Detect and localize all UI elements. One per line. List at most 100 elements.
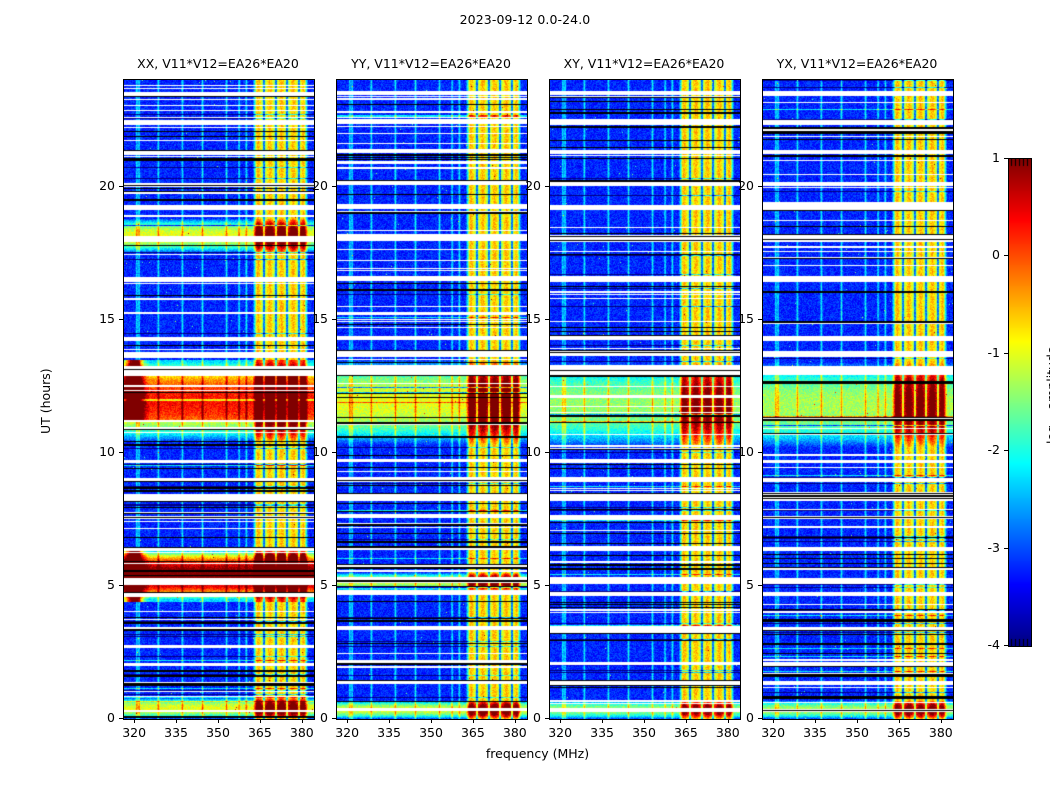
y-tick-label: 15 <box>525 310 541 326</box>
y-tick-label: 10 <box>312 443 328 459</box>
y-tick-mark <box>545 585 549 586</box>
y-tick-label: 0 <box>320 710 328 725</box>
spectrum-image-yy <box>337 80 527 719</box>
x-tick-mark <box>773 719 774 723</box>
colorbar-tick-mark <box>1004 255 1008 256</box>
y-tick-mark <box>119 452 123 453</box>
x-tick-label: 380 <box>928 725 953 740</box>
y-tick-label: 15 <box>738 310 754 326</box>
y-tick-mark <box>119 585 123 586</box>
y-tick-label: 20 <box>312 177 328 193</box>
figure-suptitle: 2023-09-12 0.0-24.0 <box>459 12 591 27</box>
x-tick-mark <box>260 719 261 723</box>
colorbar-tick-label: -3 <box>987 539 1000 555</box>
x-tick-mark <box>728 719 729 723</box>
panel-title-yy: YY, V11*V12=EA26*EA20 <box>351 56 511 71</box>
x-tick-mark <box>602 719 603 723</box>
colorbar-tick-mark <box>1004 450 1008 451</box>
y-tick-mark <box>119 718 123 719</box>
y-tick-label: 15 <box>99 310 115 326</box>
colorbar-axis-label: log10 amplitude <box>1044 346 1050 444</box>
y-tick-mark <box>545 452 549 453</box>
colorbar-tick-label: -4 <box>987 637 1000 652</box>
y-tick-label: 15 <box>312 310 328 326</box>
x-tick-mark <box>515 719 516 723</box>
colorbar-tick-mark <box>1004 548 1008 549</box>
y-tick-label: 0 <box>746 710 754 725</box>
x-tick-mark <box>302 719 303 723</box>
spectrum-image-xy <box>550 80 740 719</box>
y-tick-label: 5 <box>107 576 115 592</box>
y-tick-label: 0 <box>107 710 115 725</box>
y-tick-mark <box>758 186 762 187</box>
x-tick-label: 380 <box>289 725 314 740</box>
x-tick-mark <box>644 719 645 723</box>
x-tick-label: 320 <box>761 725 786 740</box>
y-tick-mark <box>545 718 549 719</box>
y-axis-label: UT (hours) <box>38 367 53 434</box>
y-tick-mark <box>332 585 336 586</box>
y-tick-label: 20 <box>525 177 541 193</box>
x-tick-label: 380 <box>502 725 527 740</box>
y-tick-label: 20 <box>738 177 754 193</box>
x-tick-mark <box>560 719 561 723</box>
x-tick-label: 320 <box>548 725 573 740</box>
y-tick-mark <box>758 452 762 453</box>
x-tick-mark <box>389 719 390 723</box>
x-tick-label: 380 <box>715 725 740 740</box>
panel-title-xy: XY, V11*V12=EA26*EA20 <box>563 56 725 71</box>
y-tick-label: 10 <box>99 443 115 459</box>
x-tick-mark <box>815 719 816 723</box>
panel-title-xx: XX, V11*V12=EA26*EA20 <box>137 56 299 71</box>
x-tick-mark <box>941 719 942 723</box>
x-tick-label: 350 <box>632 725 656 740</box>
colorbar-tick-label: 1 <box>992 150 1000 165</box>
x-tick-label: 335 <box>803 725 827 740</box>
x-tick-label: 365 <box>460 725 485 740</box>
y-tick-label: 0 <box>533 710 541 725</box>
colorbar-tick-mark <box>1004 645 1008 646</box>
x-tick-mark <box>347 719 348 723</box>
y-tick-mark <box>332 186 336 187</box>
x-tick-mark <box>218 719 219 723</box>
y-tick-label: 10 <box>525 443 541 459</box>
x-tick-mark <box>431 719 432 723</box>
x-tick-label: 365 <box>673 725 698 740</box>
y-tick-label: 5 <box>320 576 328 592</box>
y-tick-mark <box>758 585 762 586</box>
spectrum-panel-yx[interactable] <box>762 79 954 720</box>
x-tick-mark <box>857 719 858 723</box>
spectrum-image-xx <box>124 80 314 719</box>
spectrum-panel-xy[interactable] <box>549 79 741 720</box>
x-tick-label: 365 <box>886 725 911 740</box>
x-tick-label: 335 <box>590 725 614 740</box>
x-tick-mark <box>473 719 474 723</box>
y-tick-mark <box>119 319 123 320</box>
y-tick-mark <box>545 319 549 320</box>
x-tick-label: 320 <box>335 725 360 740</box>
x-tick-mark <box>176 719 177 723</box>
x-tick-mark <box>134 719 135 723</box>
x-tick-label: 335 <box>164 725 188 740</box>
y-tick-mark <box>119 186 123 187</box>
spectrum-panel-yy[interactable] <box>336 79 528 720</box>
x-axis-label: frequency (MHz) <box>485 746 590 761</box>
y-tick-label: 5 <box>746 576 754 592</box>
colorbar-tick-label: 0 <box>992 247 1000 263</box>
spectrum-panel-xx[interactable] <box>123 79 315 720</box>
y-tick-mark <box>332 319 336 320</box>
x-tick-label: 320 <box>122 725 147 740</box>
x-tick-label: 350 <box>206 725 230 740</box>
colorbar-tick-label: -1 <box>987 344 1000 360</box>
y-tick-mark <box>332 452 336 453</box>
colorbar-tick-mark <box>1004 158 1008 159</box>
colorbar-tick-label: -2 <box>987 442 1000 458</box>
colorbar-label-prefix: log <box>1044 424 1050 444</box>
y-tick-mark <box>332 718 336 719</box>
y-tick-mark <box>758 718 762 719</box>
y-tick-label: 10 <box>738 443 754 459</box>
x-tick-label: 350 <box>845 725 869 740</box>
x-tick-label: 365 <box>247 725 272 740</box>
colorbar-label-suffix: amplitude <box>1044 345 1050 410</box>
